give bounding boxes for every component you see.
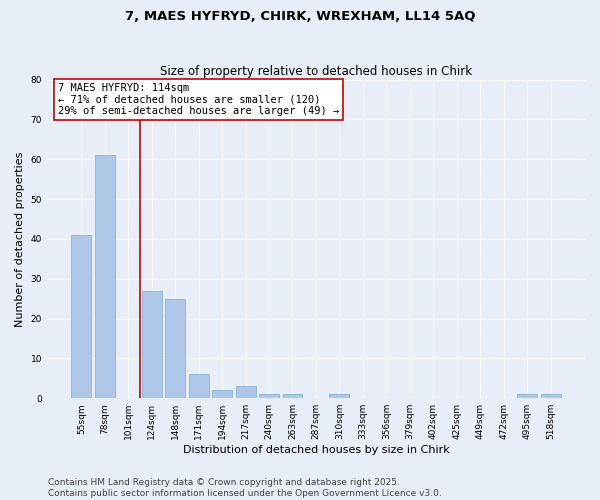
- Bar: [517, 394, 537, 398]
- Y-axis label: Number of detached properties: Number of detached properties: [15, 151, 25, 326]
- Bar: [142, 290, 162, 398]
- Text: Contains HM Land Registry data © Crown copyright and database right 2025.
Contai: Contains HM Land Registry data © Crown c…: [48, 478, 442, 498]
- Text: 7, MAES HYFRYD, CHIRK, WREXHAM, LL14 5AQ: 7, MAES HYFRYD, CHIRK, WREXHAM, LL14 5AQ: [125, 10, 475, 23]
- Text: 7 MAES HYFRYD: 114sqm
← 71% of detached houses are smaller (120)
29% of semi-det: 7 MAES HYFRYD: 114sqm ← 71% of detached …: [58, 83, 339, 116]
- Bar: [541, 394, 560, 398]
- Bar: [236, 386, 256, 398]
- Title: Size of property relative to detached houses in Chirk: Size of property relative to detached ho…: [160, 66, 472, 78]
- Bar: [259, 394, 279, 398]
- Bar: [283, 394, 302, 398]
- Bar: [95, 156, 115, 398]
- Bar: [188, 374, 209, 398]
- Bar: [165, 298, 185, 398]
- Bar: [212, 390, 232, 398]
- Bar: [71, 235, 91, 398]
- X-axis label: Distribution of detached houses by size in Chirk: Distribution of detached houses by size …: [182, 445, 449, 455]
- Bar: [329, 394, 349, 398]
